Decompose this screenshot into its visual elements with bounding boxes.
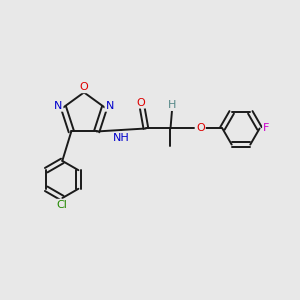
Text: H: H — [168, 100, 176, 110]
Text: N: N — [106, 101, 114, 111]
Text: NH: NH — [113, 134, 130, 143]
Text: N: N — [54, 101, 62, 111]
Text: O: O — [196, 124, 205, 134]
Text: O: O — [136, 98, 145, 108]
Text: O: O — [80, 82, 88, 92]
Text: Cl: Cl — [57, 200, 68, 210]
Text: F: F — [263, 124, 269, 134]
